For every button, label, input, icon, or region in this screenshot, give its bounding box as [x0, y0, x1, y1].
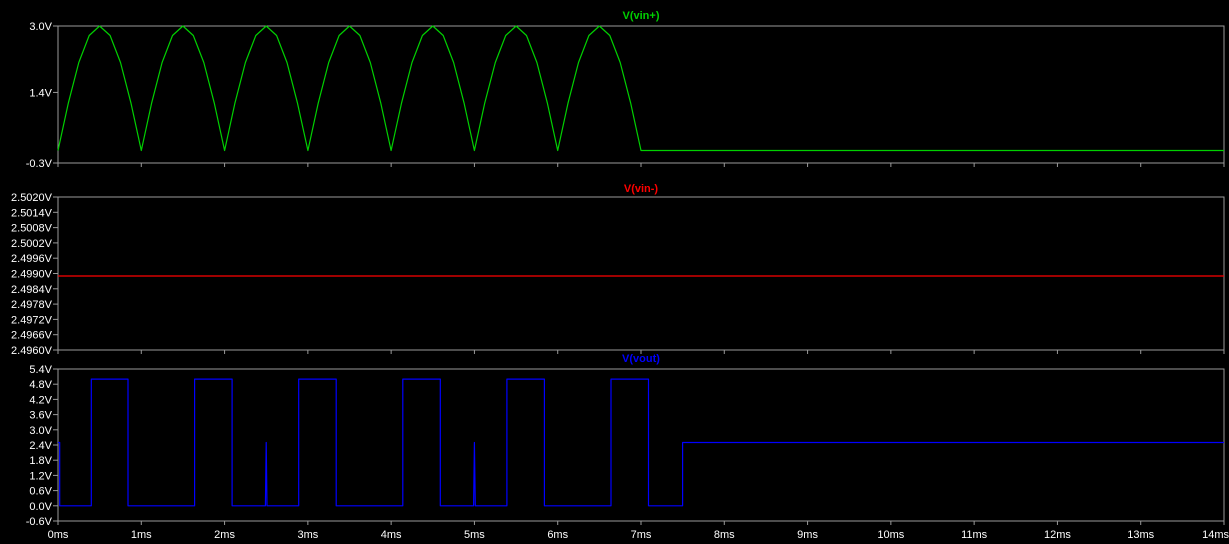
- trace-vout: [58, 378, 1224, 507]
- y-tick-label: 1.4V: [29, 87, 52, 99]
- y-tick-label: 2.5014V: [11, 207, 53, 219]
- plot-pane-vin-plus: [57, 25, 1225, 164]
- x-tick-label: 12ms: [1044, 529, 1071, 541]
- trace-title-vout: V(vout): [622, 353, 660, 365]
- y-tick-label: 2.4978V: [11, 299, 53, 311]
- y-tick-label: 2.4996V: [11, 253, 53, 265]
- y-tick-label: 4.8V: [29, 379, 52, 391]
- x-tick-label: 5ms: [464, 529, 485, 541]
- x-tick-label: 14ms: [1202, 529, 1229, 541]
- x-tick-label: 1ms: [131, 529, 152, 541]
- x-tick-label: 13ms: [1127, 529, 1154, 541]
- trace-title-vin-minus: V(vin-): [624, 183, 659, 195]
- y-tick-label: 2.5020V: [11, 192, 53, 204]
- y-tick-label: 5.4V: [29, 364, 52, 376]
- y-tick-label: 3.6V: [29, 410, 52, 422]
- y-tick-label: 2.4972V: [11, 314, 53, 326]
- x-tick-label: 10ms: [877, 529, 904, 541]
- y-tick-label: 2.4984V: [11, 284, 53, 296]
- y-tick-label: 4.2V: [29, 394, 52, 406]
- y-tick-label: -0.6V: [26, 516, 53, 528]
- x-tick-label: 3ms: [297, 529, 318, 541]
- y-tick-label: 3.0V: [29, 425, 52, 437]
- y-tick-label: 0.0V: [29, 501, 52, 513]
- trace-vin-plus: [57, 25, 1224, 152]
- y-tick-label: 2.5002V: [11, 238, 53, 250]
- x-tick-label: 7ms: [631, 529, 652, 541]
- x-tick-label: 6ms: [547, 529, 568, 541]
- y-tick-label: 1.2V: [29, 470, 52, 482]
- y-tick-label: 2.5008V: [11, 223, 53, 235]
- x-tick-label: 11ms: [961, 529, 988, 541]
- trace-title-vin-plus: V(vin+): [623, 10, 660, 22]
- y-tick-label: 0.6V: [29, 486, 52, 498]
- y-tick-label: 2.4960V: [11, 345, 53, 357]
- plot-pane-vin-minus: [57, 196, 1225, 351]
- y-tick-label: 2.4990V: [11, 269, 53, 281]
- y-tick-label: 2.4966V: [11, 330, 53, 342]
- y-tick-label: 3.0V: [29, 21, 52, 33]
- x-tick-label: 8ms: [714, 529, 735, 541]
- plot-pane-vout: [57, 368, 1225, 522]
- x-tick-label: 2ms: [214, 529, 235, 541]
- y-tick-label: 1.8V: [29, 455, 52, 467]
- y-tick-label: -0.3V: [26, 158, 53, 170]
- y-tick-label: 2.4V: [29, 440, 52, 452]
- x-tick-label: 9ms: [797, 529, 818, 541]
- x-tick-label: 4ms: [381, 529, 402, 541]
- x-tick-label: 0ms: [48, 529, 69, 541]
